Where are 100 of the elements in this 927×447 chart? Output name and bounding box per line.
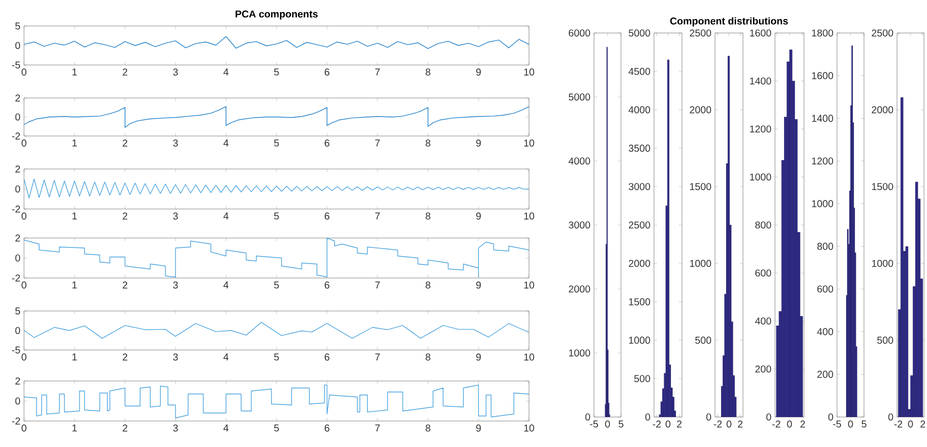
y-tick-label: 5000 <box>568 93 590 101</box>
y-tick-label: 1600 <box>812 72 834 80</box>
x-tick-label: 2 <box>676 420 682 428</box>
y-tick-label: 1000 <box>812 200 834 208</box>
y-tick-label: 2500 <box>872 29 894 37</box>
x-tick-label: 2 <box>800 420 805 428</box>
y-tick-label: 500 <box>634 375 650 382</box>
x-tick-label: 9 <box>476 424 481 432</box>
x-tick-label: 4 <box>223 68 228 76</box>
y-tick-label: 2 <box>15 94 20 102</box>
y-tick-label: 0 <box>888 413 894 421</box>
y-tick-label: 1000 <box>629 336 650 344</box>
y-tick-label: 1200 <box>812 157 834 165</box>
y-tick-label: 2000 <box>872 106 894 114</box>
x-tick-label: 1 <box>72 212 77 220</box>
y-tick-label: 400 <box>755 317 772 325</box>
y-tick-label: 1400 <box>812 114 834 122</box>
x-tick-label: 6 <box>324 424 330 432</box>
x-tick-label: 1 <box>72 354 77 360</box>
chart-title: PCA components <box>236 10 318 20</box>
y-tick-label: 2000 <box>568 285 590 293</box>
y-tick-label: 0 <box>706 413 712 421</box>
x-tick-label: 0 <box>726 420 732 428</box>
x-tick-label: 0 <box>22 212 26 220</box>
x-tick-label: 10 <box>524 354 534 361</box>
x-tick-label: 9 <box>476 68 481 76</box>
x-tick-label: 5 <box>274 424 279 432</box>
x-tick-label: 5 <box>274 282 279 288</box>
x-tick-label: 1 <box>72 424 77 432</box>
x-tick-label: 0 <box>22 282 26 289</box>
x-tick-label: 9 <box>476 140 481 147</box>
x-tick-label: 0 <box>908 420 913 428</box>
x-tick-label: 1 <box>72 68 77 76</box>
x-tick-label: 2 <box>122 68 128 76</box>
line-series <box>24 178 530 198</box>
line-series <box>24 322 530 339</box>
y-tick-label: -2 <box>12 206 20 212</box>
x-tick-label: 6 <box>324 212 330 220</box>
x-tick-label: -2 <box>894 420 902 428</box>
x-tick-label: 0 <box>22 68 26 76</box>
x-tick-label: 2 <box>122 140 128 146</box>
y-tick-label: 1000 <box>872 260 894 267</box>
y-tick-label: 0 <box>15 397 20 405</box>
x-tick-label: 4 <box>223 140 228 146</box>
x-tick-label: 2 <box>122 282 128 288</box>
y-tick-label: 400 <box>817 328 834 336</box>
x-tick-label: 6 <box>324 140 330 147</box>
y-tick-label: 1000 <box>750 173 772 181</box>
x-tick-label: 8 <box>426 354 430 361</box>
y-tick-label: 0 <box>15 326 20 334</box>
x-tick-label: 0 <box>22 424 26 432</box>
x-tick-label: 8 <box>426 140 430 147</box>
y-tick-label: 0 <box>828 413 834 421</box>
y-tick-label: 2 <box>15 234 20 242</box>
y-tick-label: 1600 <box>750 29 772 37</box>
x-tick-label: 8 <box>426 212 430 220</box>
x-tick-label: -5 <box>833 420 842 428</box>
x-tick-label: -5 <box>590 420 598 428</box>
x-tick-label: 10 <box>524 282 534 289</box>
y-tick-label: 1500 <box>629 298 650 306</box>
x-tick-label: 0 <box>22 354 26 361</box>
x-tick-label: 3 <box>173 212 178 220</box>
x-tick-label: 8 <box>426 68 430 76</box>
x-tick-label: 7 <box>375 354 380 360</box>
y-tick-label: 500 <box>877 336 894 344</box>
y-tick-label: 3000 <box>628 183 650 190</box>
x-tick-label: 9 <box>476 212 481 220</box>
y-tick-label: 1800 <box>812 29 834 37</box>
chart-title: Component distributions <box>670 17 788 26</box>
line-series <box>24 106 530 128</box>
y-tick-label: 2000 <box>690 106 712 114</box>
y-tick-label: 5 <box>15 22 20 30</box>
x-tick-label: 0 <box>787 420 792 428</box>
x-tick-label: 7 <box>375 140 380 146</box>
y-tick-label: 1000 <box>569 349 590 357</box>
line-series <box>24 36 530 49</box>
y-tick-label: 1200 <box>750 125 772 133</box>
y-tick-label: 2 <box>15 378 20 384</box>
y-tick-label: 1000 <box>690 260 712 267</box>
x-tick-label: 4 <box>223 282 228 288</box>
x-tick-label: 8 <box>426 424 430 432</box>
y-tick-label: 3000 <box>568 221 590 229</box>
y-tick-label: 200 <box>817 370 834 378</box>
x-tick-label: 7 <box>375 424 380 432</box>
x-tick-label: 5 <box>274 354 279 360</box>
x-tick-label: 4 <box>223 212 228 220</box>
x-tick-label: -2 <box>652 420 661 428</box>
y-tick-label: 800 <box>755 221 772 229</box>
x-tick-label: 0 <box>666 420 670 428</box>
y-tick-label: 0 <box>645 413 650 421</box>
x-tick-label: 1 <box>72 140 77 146</box>
y-tick-label: 2500 <box>628 221 650 229</box>
x-tick-label: 10 <box>524 212 534 220</box>
x-tick-label: 5 <box>618 420 624 428</box>
x-tick-label: 5 <box>274 140 279 146</box>
x-tick-label: 3 <box>173 354 178 361</box>
y-tick-label: 6000 <box>568 29 590 37</box>
y-tick-label: 2000 <box>628 260 650 267</box>
x-tick-label: 3 <box>173 424 178 432</box>
y-tick-label: 4500 <box>628 68 650 75</box>
